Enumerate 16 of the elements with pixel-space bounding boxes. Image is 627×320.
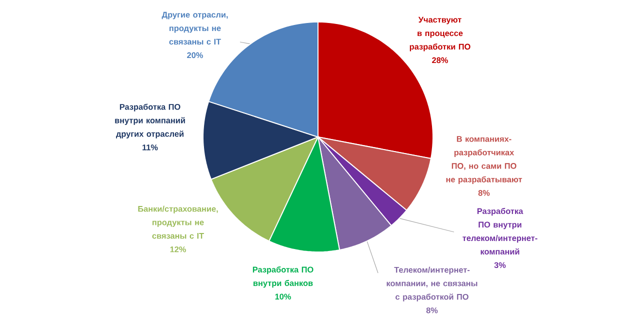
data-label: 12% — [170, 246, 186, 252]
slice-label: Банки/страхование, продукты не связаны с IT — [138, 206, 218, 239]
slice-label: Разработка ПО внутри банков — [252, 266, 314, 288]
slice-label: Другие отрасли, продукты не связаны с IT — [162, 12, 228, 45]
data-label: 8% — [426, 307, 438, 314]
data-label: 20% — [187, 52, 203, 58]
slice-label: В компаниях-разработчиках ПО, но сами ПО не разрабатывают — [446, 136, 522, 184]
data-label: 28% — [432, 57, 448, 64]
data-label: 8% — [478, 190, 490, 196]
data-label: 3% — [494, 262, 506, 268]
slice-label: Телеком/интернет-компании, не связаны с разработкой ПО — [386, 266, 478, 302]
slice-label: Разработка ПО внутри компаний других отраслей — [115, 104, 185, 138]
slice-label: Разработка ПО внутри телеком/интернет-компаний — [462, 208, 538, 255]
data-label: 10% — [275, 294, 291, 300]
slice-label: Участвуют в процессе разработки ПО — [410, 16, 470, 52]
data-label: 11% — [142, 144, 158, 150]
